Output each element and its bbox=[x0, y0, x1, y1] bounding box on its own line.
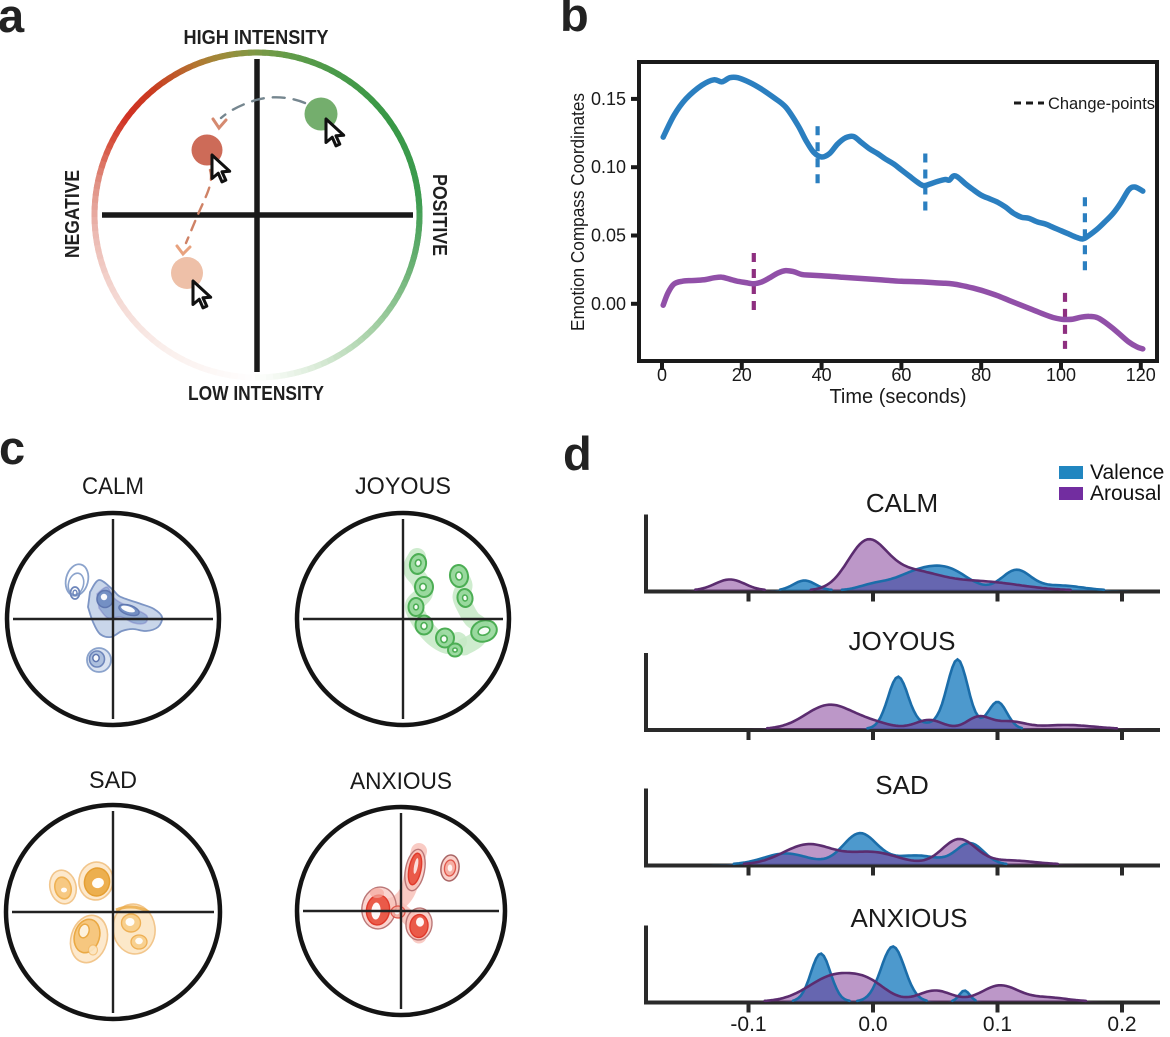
svg-text:60: 60 bbox=[891, 365, 911, 385]
svg-text:0.2: 0.2 bbox=[1107, 1013, 1136, 1036]
svg-text:0.1: 0.1 bbox=[983, 1013, 1012, 1036]
svg-text:0.05: 0.05 bbox=[591, 226, 626, 246]
svg-text:CALM: CALM bbox=[82, 473, 144, 500]
svg-text:Valence: Valence bbox=[1090, 461, 1164, 484]
svg-text:ANXIOUS: ANXIOUS bbox=[850, 903, 967, 933]
svg-text:120: 120 bbox=[1126, 365, 1156, 385]
svg-text:JOYOUS: JOYOUS bbox=[355, 473, 451, 500]
svg-text:POSITIVE: POSITIVE bbox=[428, 174, 451, 256]
svg-text:0: 0 bbox=[657, 365, 667, 385]
svg-text:0.0: 0.0 bbox=[858, 1013, 887, 1036]
svg-text:0.00: 0.00 bbox=[591, 294, 626, 314]
svg-text:CALM: CALM bbox=[866, 488, 938, 518]
svg-text:JOYOUS: JOYOUS bbox=[849, 626, 956, 656]
svg-text:Change-points: Change-points bbox=[1048, 95, 1155, 113]
svg-text:20: 20 bbox=[732, 365, 752, 385]
svg-text:LOW INTENSITY: LOW INTENSITY bbox=[188, 382, 324, 405]
svg-text:SAD: SAD bbox=[875, 770, 928, 800]
svg-text:HIGH INTENSITY: HIGH INTENSITY bbox=[184, 26, 329, 49]
svg-text:40: 40 bbox=[812, 365, 832, 385]
svg-text:-0.1: -0.1 bbox=[730, 1013, 766, 1036]
svg-text:b: b bbox=[560, 0, 589, 41]
svg-text:SAD: SAD bbox=[89, 767, 137, 794]
svg-text:d: d bbox=[563, 427, 592, 480]
svg-text:a: a bbox=[0, 0, 25, 42]
svg-text:ANXIOUS: ANXIOUS bbox=[350, 768, 452, 795]
svg-text:0.15: 0.15 bbox=[591, 89, 626, 109]
svg-text:c: c bbox=[0, 421, 25, 474]
svg-text:100: 100 bbox=[1046, 365, 1076, 385]
svg-text:Emotion Compass Coordinates: Emotion Compass Coordinates bbox=[568, 93, 588, 331]
svg-text:Time (seconds): Time (seconds) bbox=[829, 386, 966, 408]
svg-text:Arousal: Arousal bbox=[1090, 482, 1161, 505]
svg-text:80: 80 bbox=[971, 365, 991, 385]
svg-text:0.10: 0.10 bbox=[591, 157, 626, 177]
svg-text:NEGATIVE: NEGATIVE bbox=[61, 170, 84, 258]
